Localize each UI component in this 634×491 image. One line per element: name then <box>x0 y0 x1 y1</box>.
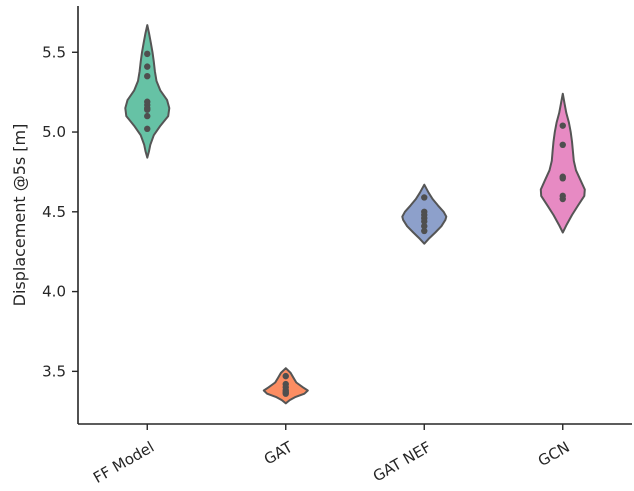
data-point-gat-nef <box>421 222 428 230</box>
data-point-gcn <box>559 175 566 182</box>
violin-gcn <box>539 92 586 234</box>
axes-group <box>77 6 632 425</box>
points-group <box>144 50 566 397</box>
data-point-gcn <box>559 195 566 203</box>
data-point-ff-model <box>144 106 151 113</box>
x-tick-label-gat-nef: GAT NEF <box>370 438 434 486</box>
data-point-ff-model <box>144 112 151 120</box>
data-point-gcn <box>559 122 566 129</box>
data-point-ff-model <box>144 125 151 133</box>
y-tick-label: 5.5 <box>42 43 66 61</box>
y-tick-label: 4.5 <box>42 203 66 221</box>
y-tick-label: 4.0 <box>42 283 66 301</box>
y-tick-label: 5.0 <box>42 123 66 141</box>
data-point-ff-model <box>144 50 151 58</box>
data-point-gat-nef <box>421 194 428 201</box>
violin-ff-model <box>124 24 171 159</box>
y-ticks-group: 3.5 4.0 4.5 5.0 5.5 <box>42 43 78 380</box>
data-point-ff-model <box>144 63 151 70</box>
y-tick-label: 3.5 <box>42 362 66 380</box>
data-point-gat-nef <box>421 227 428 235</box>
x-tick-label-gcn: GCN <box>535 438 573 470</box>
y-axis-title: Displacement @5s [m] <box>10 124 29 307</box>
x-tick-label-gat: GAT <box>261 437 297 468</box>
x-tick-label-ff-model: FF Model <box>90 438 157 487</box>
data-point-gat <box>282 372 289 380</box>
data-point-gcn <box>559 141 566 149</box>
data-point-gat-nef <box>421 218 428 225</box>
x-ticks-group: FF Model GAT GAT NEF GCN <box>90 424 573 487</box>
violins-group <box>124 24 586 405</box>
data-point-gat <box>282 390 289 397</box>
data-point-ff-model <box>144 72 151 80</box>
